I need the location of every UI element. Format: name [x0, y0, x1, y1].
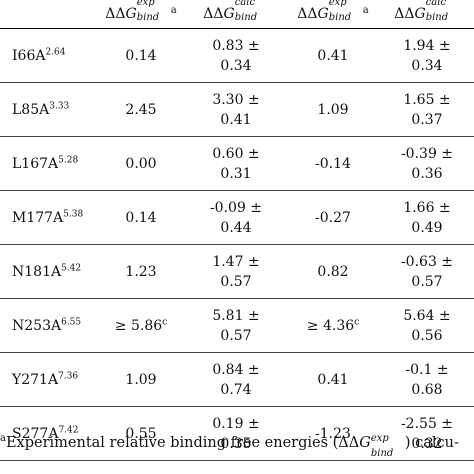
- exp-value-cell-1: 2.45: [96, 82, 186, 137]
- calc-value-cell-2: 1.65 ±0.37: [380, 82, 474, 137]
- exp-value-cell-2: -0.27: [286, 190, 380, 245]
- exp-value-cell-1: 1.09: [96, 352, 186, 407]
- calc-value-cell-2: -2.55 ±0.32: [380, 406, 474, 461]
- calc-value-cell-2: -0.39 ±0.36: [380, 136, 474, 191]
- header-exp-2: ΔΔG exp bind a: [286, 0, 380, 29]
- footnote: aExperimental relative binding free ener…: [0, 433, 459, 459]
- table-row: S277A7.42 0.55 0.19 ±0.35 -1.23 -2.55 ±0.32: [0, 406, 474, 461]
- residue-cell: L85A3.33: [0, 82, 96, 137]
- calc-value-cell-2: 1.94 ±0.34: [380, 28, 474, 83]
- header-residue: [0, 0, 96, 29]
- calc-value-cell-1: 0.60 ±0.31: [186, 136, 286, 191]
- exp-value-cell-1: ≥ 5.86c: [96, 298, 186, 353]
- exp-value-cell-1: 0.14: [96, 190, 186, 245]
- table-row: L85A3.33 2.45 3.30 ±0.41 1.09 1.65 ±0.37: [0, 82, 474, 137]
- table-row: I66A2.64 0.14 0.83 ±0.34 0.41 1.94 ±0.34: [0, 28, 474, 83]
- header-calc-2: ΔΔG calc bind: [380, 0, 474, 29]
- exp-value-cell-1: 1.23: [96, 244, 186, 299]
- exp-value-cell-2: -1.23: [286, 406, 380, 461]
- exp-value-cell-1: 0.55: [96, 406, 186, 461]
- table-row: N253A6.55 ≥ 5.86c 5.81 ±0.57 ≥ 4.36c 5.64 ±0…: [0, 298, 474, 353]
- calc-value-cell-1: 0.83 ±0.34: [186, 28, 286, 83]
- calc-value-cell-1: 5.81 ±0.57: [186, 298, 286, 353]
- exp-value-cell-1: 0.00: [96, 136, 186, 191]
- calc-value-cell-1: 1.47 ±0.57: [186, 244, 286, 299]
- header-row: ΔΔG exp bind a ΔΔG calc bind ΔΔG exp bind a ΔΔG c…: [0, 0, 474, 29]
- residue-cell: Y271A7.36: [0, 352, 96, 407]
- exp-value-cell-2: 0.82: [286, 244, 380, 299]
- table-row: Y271A7.36 1.09 0.84 ±0.74 0.41 -0.1 ±0.68: [0, 352, 474, 407]
- exp-value-cell-2: ≥ 4.36c: [286, 298, 380, 353]
- calc-value-cell-2: 1.66 ±0.49: [380, 190, 474, 245]
- exp-value-cell-1: 0.14: [96, 28, 186, 83]
- residue-cell: M177A5.38: [0, 190, 96, 245]
- exp-value-cell-2: -0.14: [286, 136, 380, 191]
- residue-cell: I66A2.64: [0, 28, 96, 83]
- residue-cell: S277A7.42: [0, 406, 96, 461]
- residue-cell: N253A6.55: [0, 298, 96, 353]
- binding-energy-table: ΔΔG exp bind a ΔΔG calc bind ΔΔG exp bind a ΔΔG c…: [0, 0, 474, 461]
- table-row: M177A5.38 0.14 -0.09 ±0.44 -0.27 1.66 ±0.49: [0, 190, 474, 245]
- calc-value-cell-2: 5.64 ±0.56: [380, 298, 474, 353]
- header-calc-1: ΔΔG calc bind: [186, 0, 286, 29]
- calc-value-cell-1: 0.84 ±0.74: [186, 352, 286, 407]
- exp-value-cell-2: 0.41: [286, 352, 380, 407]
- calc-value-cell-2: -0.63 ±0.57: [380, 244, 474, 299]
- table-row: L167A5.28 0.00 0.60 ±0.31 -0.14 -0.39 ±0.36: [0, 136, 474, 191]
- calc-value-cell-1: -0.09 ±0.44: [186, 190, 286, 245]
- residue-cell: N181A5.42: [0, 244, 96, 299]
- residue-cell: L167A5.28: [0, 136, 96, 191]
- header-exp-1: ΔΔG exp bind a: [96, 0, 186, 29]
- calc-value-cell-1: 3.30 ±0.41: [186, 82, 286, 137]
- calc-value-cell-2: -0.1 ±0.68: [380, 352, 474, 407]
- exp-value-cell-2: 1.09: [286, 82, 380, 137]
- exp-value-cell-2: 0.41: [286, 28, 380, 83]
- calc-value-cell-1: 0.19 ±0.35: [186, 406, 286, 461]
- table-row: N181A5.42 1.23 1.47 ±0.57 0.82 -0.63 ±0.57: [0, 244, 474, 299]
